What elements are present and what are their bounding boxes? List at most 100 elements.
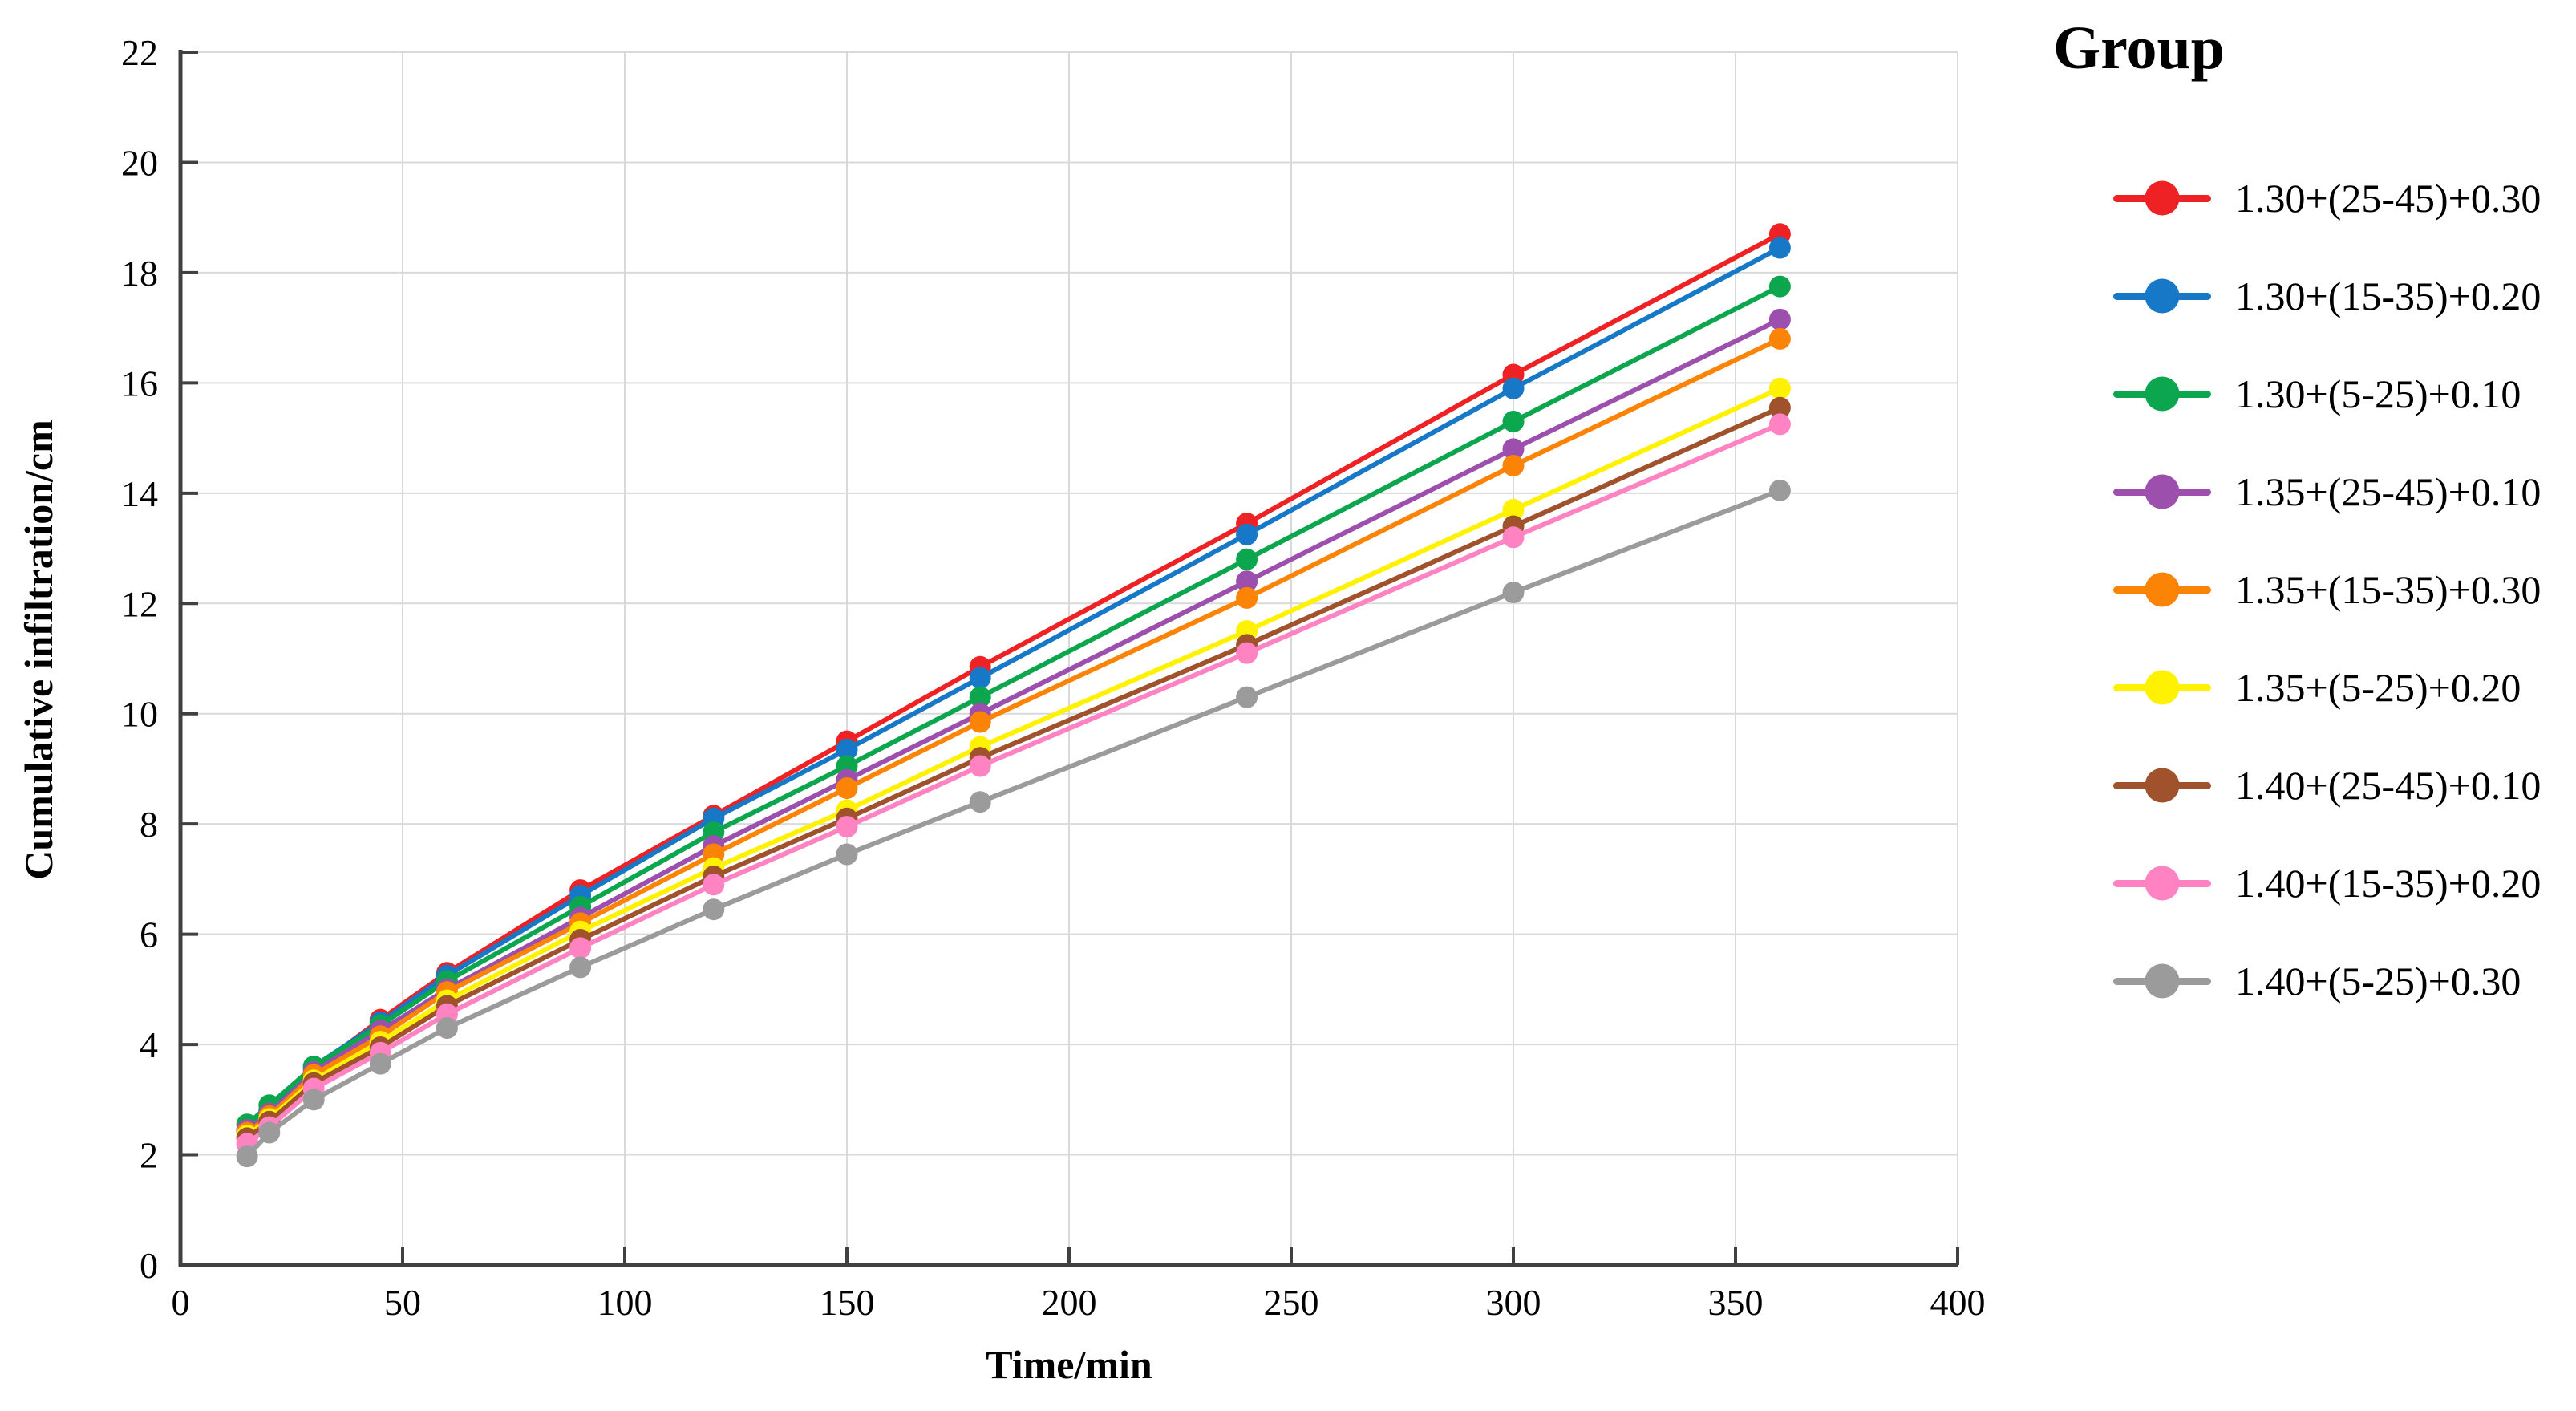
legend-item: 1.40+(25-45)+0.10 (2053, 736, 2574, 834)
data-point-marker (836, 816, 858, 838)
y-tick-label: 0 (140, 1245, 158, 1286)
legend-dot-icon (2145, 963, 2180, 999)
legend-dot-icon (2145, 866, 2180, 901)
data-point-marker (1768, 308, 1791, 330)
y-tick-label: 20 (121, 142, 158, 183)
x-tick-label: 250 (1264, 1282, 1319, 1323)
data-point-marker (1236, 642, 1258, 664)
series-line (245, 317, 1781, 1133)
legend-label: 1.40+(25-45)+0.10 (2235, 763, 2542, 809)
legend-dot-icon (2145, 670, 2180, 705)
y-tick-label: 6 (140, 914, 158, 955)
data-point-marker (1768, 275, 1791, 298)
legend-label: 1.35+(15-35)+0.30 (2235, 567, 2542, 613)
legend-label: 1.40+(5-25)+0.30 (2235, 959, 2521, 1004)
data-point-marker (1502, 377, 1525, 399)
legend-line-icon (2113, 670, 2211, 705)
data-point-marker (969, 755, 991, 777)
y-tick-label: 4 (140, 1024, 158, 1065)
legend-line-icon (2113, 963, 2211, 999)
y-tick-label: 16 (121, 363, 158, 403)
data-point-marker (836, 738, 858, 760)
data-point-marker (969, 667, 991, 689)
data-point-marker (836, 777, 858, 800)
legend-items: 1.30+(25-45)+0.30 1.30+(15-35)+0.20 1.30+(… (2053, 149, 2574, 1030)
legend-line-icon (2113, 768, 2211, 803)
data-point-marker (1236, 686, 1258, 708)
y-tick-label: 14 (121, 473, 158, 514)
series-line (245, 405, 1781, 1141)
data-point-marker (1768, 396, 1791, 419)
legend-line-icon (2113, 180, 2211, 216)
legend-item: 1.30+(5-25)+0.10 (2053, 345, 2574, 443)
data-point-marker (1236, 570, 1258, 593)
legend-item: 1.35+(25-45)+0.10 (2053, 443, 2574, 541)
y-tick-label: 12 (121, 583, 158, 624)
y-tick-label: 8 (140, 804, 158, 845)
data-point-marker (969, 791, 991, 813)
legend-label: 1.30+(15-35)+0.20 (2235, 274, 2542, 319)
y-tick-label: 2 (140, 1135, 158, 1176)
data-point-marker (969, 686, 991, 708)
x-tick-label: 150 (820, 1282, 875, 1323)
legend-line-icon (2113, 866, 2211, 901)
x-axis-title: Time/min (986, 1342, 1152, 1387)
legend: Group 1.30+(25-45)+0.30 1.30+(15-35)+0.20… (2053, 12, 2574, 1030)
y-tick-label: 22 (121, 32, 158, 73)
data-point-marker (569, 937, 592, 959)
y-tick-label: 10 (121, 694, 158, 735)
y-axis-title: Cumulative infiltration/cm (16, 420, 61, 880)
data-point-marker (1768, 237, 1791, 259)
data-point-marker (1502, 454, 1525, 476)
legend-line-icon (2113, 278, 2211, 314)
x-tick-label: 0 (172, 1282, 190, 1323)
legend-item: 1.30+(15-35)+0.20 (2053, 247, 2574, 345)
data-point-marker (703, 898, 725, 921)
data-point-marker (1502, 582, 1525, 604)
data-point-marker (1236, 586, 1258, 609)
data-point-marker (969, 711, 991, 733)
series-line (245, 422, 1781, 1146)
data-point-marker (703, 874, 725, 896)
data-point-marker (236, 1145, 258, 1168)
data-point-marker (836, 843, 858, 866)
x-tick-label: 350 (1708, 1282, 1764, 1323)
data-point-marker (1502, 410, 1525, 432)
legend-label: 1.30+(5-25)+0.10 (2235, 371, 2521, 417)
data-point-marker (258, 1121, 281, 1144)
legend-dot-icon (2145, 376, 2180, 412)
x-tick-label: 50 (384, 1282, 421, 1323)
data-point-marker (1768, 327, 1791, 350)
legend-dot-icon (2145, 180, 2180, 216)
legend-line-icon (2113, 376, 2211, 412)
data-point-marker (302, 1089, 325, 1111)
series-line (245, 386, 1781, 1137)
x-tick-label: 100 (597, 1282, 653, 1323)
data-point-marker (1236, 523, 1258, 545)
data-point-marker (1768, 377, 1791, 399)
legend-item: 1.40+(15-35)+0.20 (2053, 834, 2574, 932)
x-tick-label: 400 (1930, 1282, 1986, 1323)
data-point-marker (1236, 548, 1258, 570)
y-tick-label: 18 (121, 253, 158, 294)
legend-line-icon (2113, 572, 2211, 607)
legend-label: 1.35+(5-25)+0.20 (2235, 665, 2521, 711)
legend-label: 1.30+(25-45)+0.30 (2235, 176, 2542, 221)
data-point-marker (369, 1052, 391, 1075)
legend-title: Group (2053, 14, 2226, 82)
legend-item: 1.40+(5-25)+0.30 (2053, 932, 2574, 1030)
legend-item: 1.30+(25-45)+0.30 (2053, 149, 2574, 247)
legend-item: 1.35+(5-25)+0.20 (2053, 639, 2574, 736)
legend-dot-icon (2145, 572, 2180, 607)
x-tick-label: 200 (1042, 1282, 1097, 1323)
data-point-marker (1502, 526, 1525, 549)
data-point-marker (435, 1016, 458, 1039)
legend-item: 1.35+(15-35)+0.30 (2053, 541, 2574, 639)
x-tick-label: 300 (1486, 1282, 1541, 1323)
data-point-marker (1768, 413, 1791, 436)
legend-dot-icon (2145, 474, 2180, 509)
data-point-marker (1768, 479, 1791, 501)
data-point-marker (1502, 498, 1525, 521)
